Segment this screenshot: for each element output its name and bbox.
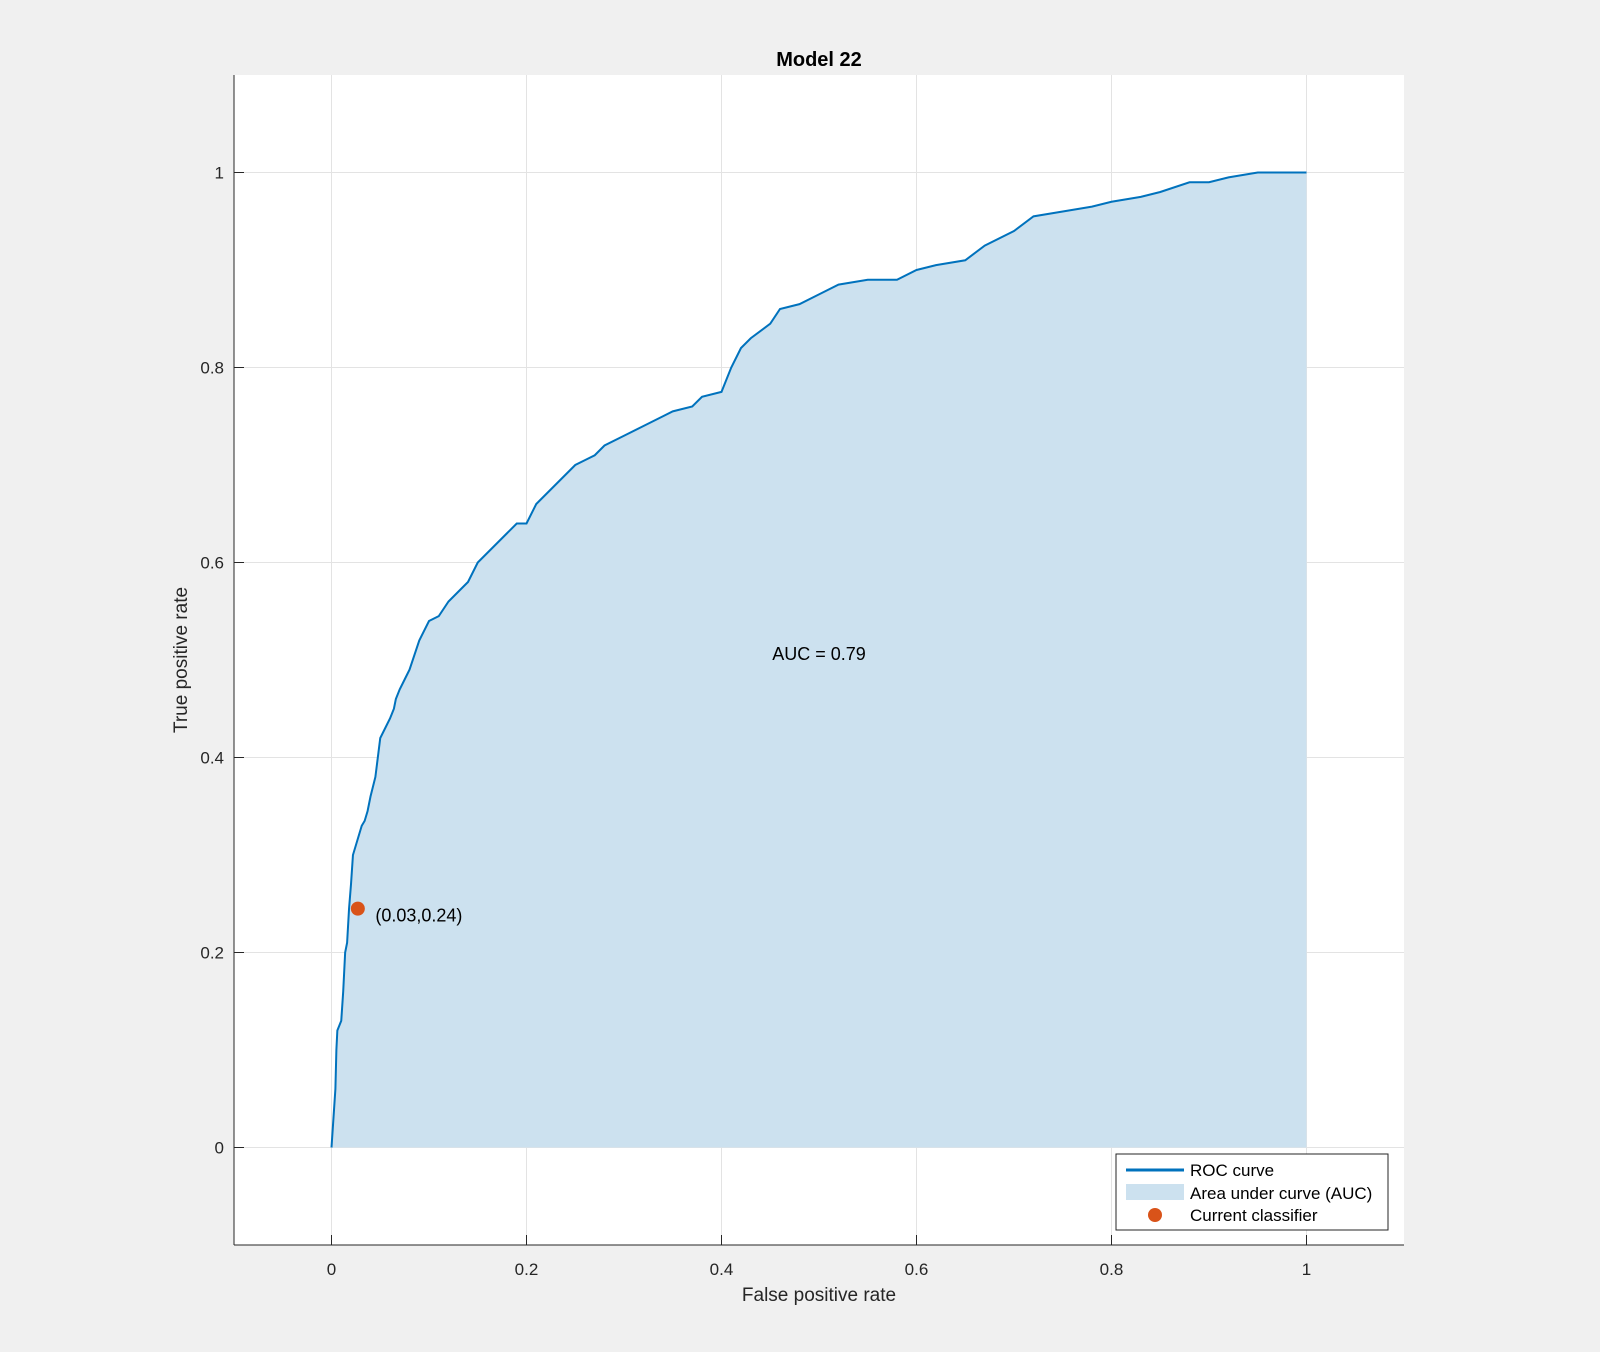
x-ticks: 0 0.2 0.4 0.6 0.8 1 bbox=[327, 1235, 1311, 1279]
x-tick-label: 0.8 bbox=[1100, 1260, 1124, 1279]
y-axis-label: True positive rate bbox=[171, 587, 192, 733]
y-tick-label: 0.6 bbox=[200, 554, 224, 573]
auc-area bbox=[331, 172, 1307, 1148]
auc-value-label: AUC = 0.79 bbox=[772, 644, 866, 664]
x-tick-label: 0.2 bbox=[515, 1260, 539, 1279]
y-tick-label: 1 bbox=[215, 164, 224, 183]
roc-curve-line bbox=[330, 171, 1307, 1148]
legend-auc-label: Area under curve (AUC) bbox=[1190, 1184, 1372, 1203]
x-axis-label: False positive rate bbox=[742, 1285, 896, 1306]
legend-roc-label: ROC curve bbox=[1190, 1161, 1274, 1180]
legend-classifier-label: Current classifier bbox=[1190, 1206, 1318, 1225]
y-ticks: 0 0.2 0.4 0.6 0.8 1 bbox=[200, 164, 244, 1158]
legend-classifier-marker bbox=[1148, 1208, 1162, 1222]
x-tick-label: 1 bbox=[1302, 1260, 1311, 1279]
legend: ROC curve Area under curve (AUC) Current… bbox=[1115, 1153, 1389, 1231]
x-tick-label: 0.6 bbox=[905, 1260, 929, 1279]
x-tick-label: 0 bbox=[327, 1260, 336, 1279]
y-tick-label: 0 bbox=[215, 1139, 224, 1158]
x-tick-label: 0.4 bbox=[710, 1260, 734, 1279]
current-classifier-point bbox=[350, 901, 365, 916]
legend-auc-swatch bbox=[1126, 1184, 1184, 1200]
y-tick-label: 0.2 bbox=[200, 944, 224, 963]
chart-title: Model 22 bbox=[776, 49, 862, 71]
y-tick-label: 0.8 bbox=[200, 359, 224, 378]
y-tick-label: 0.4 bbox=[200, 749, 224, 768]
classifier-point-label: (0.03,0.24) bbox=[375, 905, 462, 925]
